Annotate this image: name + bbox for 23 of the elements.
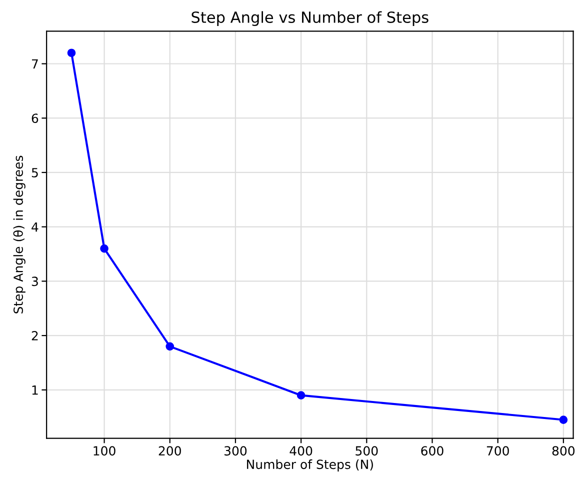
point — [296, 391, 306, 400]
point — [67, 48, 76, 58]
x-tick-label: 500 — [356, 446, 378, 456]
y-tick-label: 5 — [32, 168, 38, 178]
y-tick-label: 2 — [32, 331, 38, 340]
y-tick-label: 4 — [32, 222, 38, 232]
x-tick-label: 400 — [290, 446, 312, 456]
point — [559, 416, 568, 424]
point — [166, 342, 174, 351]
x-tick-label: 600 — [421, 446, 444, 456]
x-tick-label: 300 — [224, 446, 247, 456]
x-tick-label: 700 — [486, 446, 509, 456]
y-tick-label: 7 — [32, 59, 38, 68]
x-tick-label: 200 — [158, 446, 181, 456]
x-tick-label: 800 — [552, 446, 575, 456]
y-tick-label: 1 — [32, 386, 38, 395]
y-tick-label: 3 — [32, 276, 38, 286]
x-axis-title: Number of Steps (N) — [247, 459, 373, 472]
point — [100, 244, 108, 253]
y-tick-label: 6 — [32, 114, 38, 124]
chart-title: Step Angle vs Number of Steps — [192, 11, 428, 26]
y-axis-title: Step Angle (θ) in degrees — [13, 156, 26, 314]
x-tick-label: 100 — [94, 446, 116, 456]
